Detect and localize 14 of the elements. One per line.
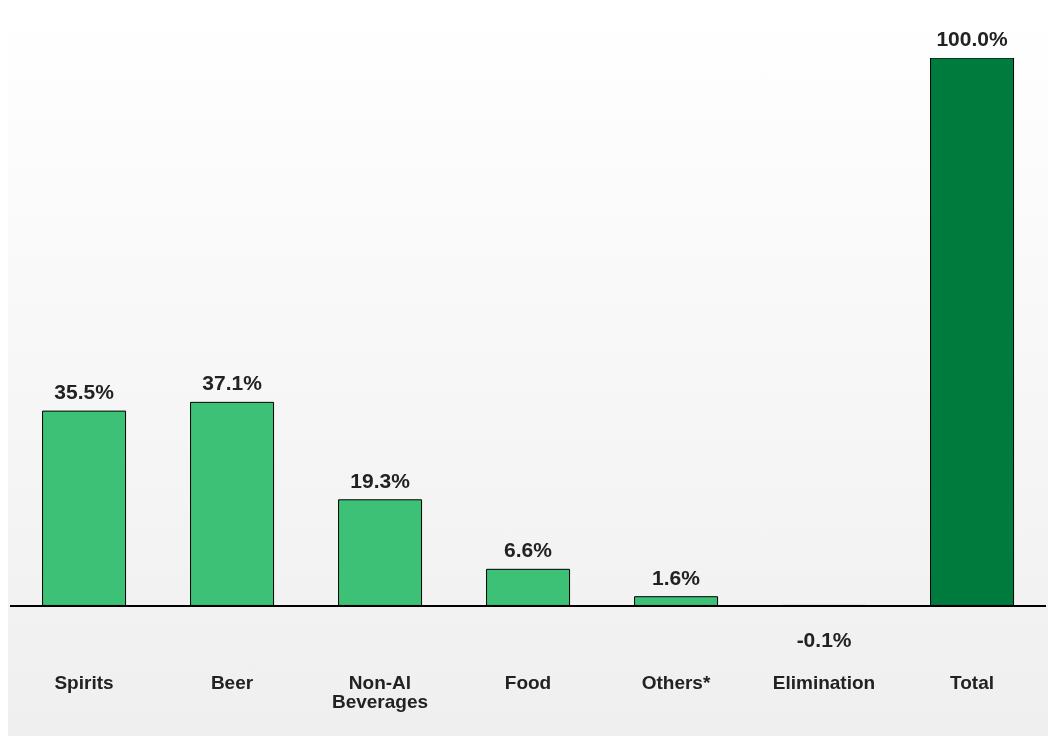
data-label: 19.3% [350, 468, 411, 492]
data-label: 37.1% [202, 371, 263, 395]
data-label: 35.5% [54, 380, 115, 404]
data-label: 100.0% [936, 27, 1008, 50]
x-tick-label: Others* [641, 672, 711, 694]
x-tick-label: Food [504, 672, 552, 694]
x-tick-label: Beer [210, 672, 254, 694]
x-tick-label: Elimination [772, 672, 876, 694]
x-tick-label: Non-Al Beverages [331, 672, 429, 713]
data-label: 1.6% [652, 565, 701, 589]
x-tick-label: Total [950, 672, 994, 694]
x-tick-label: Spirits [54, 672, 114, 694]
data-label: 6.6% [504, 538, 553, 562]
data-label: -0.1% [796, 627, 852, 651]
